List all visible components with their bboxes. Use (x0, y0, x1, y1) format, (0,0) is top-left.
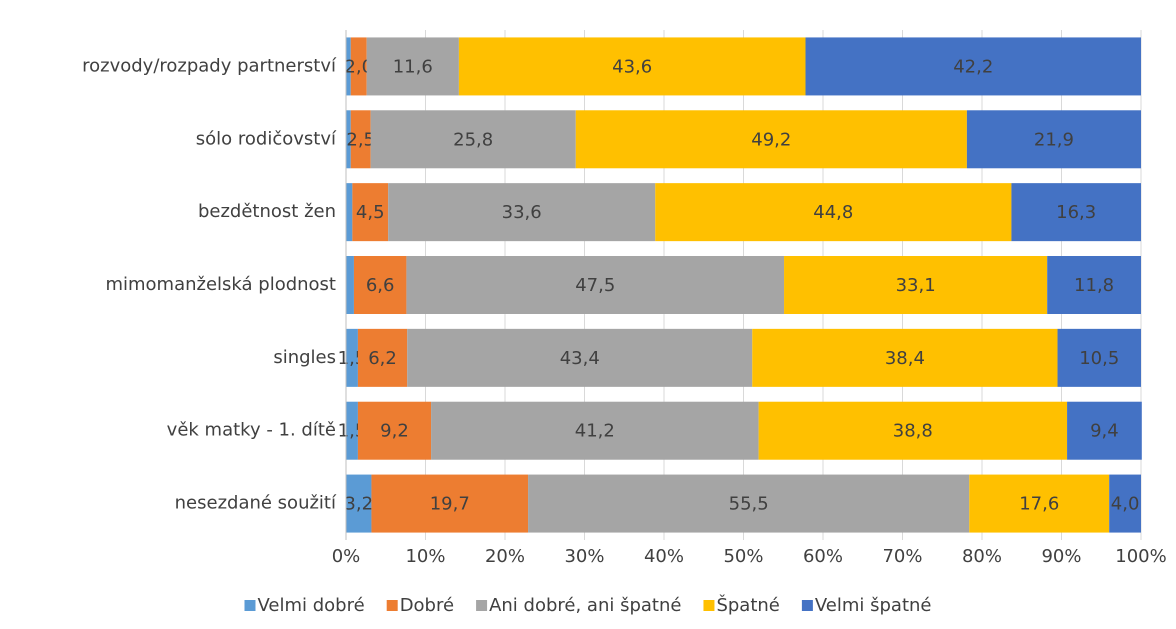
y-tick-label: nesezdané soužití (175, 493, 337, 514)
x-tick-label: 80% (962, 546, 1002, 567)
data-label: 43,4 (560, 348, 600, 369)
data-label: 16,3 (1056, 202, 1096, 223)
data-label: 38,4 (885, 348, 925, 369)
bar-segment (366, 37, 459, 96)
legend-label: Velmi špatné (815, 595, 932, 616)
legend-label: Ani dobré, ani špatné (489, 595, 681, 616)
y-tick-label: věk matky - 1. dítě (167, 420, 336, 441)
data-label: 49,2 (751, 129, 791, 150)
data-label: 9,4 (1090, 421, 1119, 442)
bar-segment (346, 183, 353, 242)
data-label: 6,2 (368, 348, 397, 369)
bar-segment (357, 328, 408, 387)
bar-segment (528, 474, 970, 533)
data-label: 3,2 (344, 494, 373, 515)
legend-marker (244, 600, 256, 611)
bar-segment (1011, 183, 1141, 242)
x-tick-label: 70% (882, 546, 922, 567)
y-tick-label: rozvody/rozpady partnerství (82, 55, 337, 76)
bar-segment (370, 110, 576, 169)
data-label: 41,2 (575, 421, 615, 442)
legend-marker (386, 600, 398, 611)
bar-segment (346, 401, 358, 460)
bar-segment (784, 256, 1048, 314)
data-label: 25,8 (453, 129, 493, 150)
bar-segment (346, 328, 358, 387)
bar-segment (655, 183, 1012, 242)
data-label: 6,6 (366, 275, 395, 296)
x-tick-label: 100% (1115, 546, 1166, 567)
bar-segment (752, 328, 1058, 387)
bar-segment (1057, 328, 1141, 387)
data-label: 21,9 (1034, 129, 1074, 150)
bar-segment (966, 110, 1141, 169)
legend-marker (703, 600, 715, 611)
bar-segment (388, 183, 656, 242)
data-label: 4,0 (1111, 494, 1140, 515)
data-label: 10,5 (1079, 348, 1119, 369)
legend-marker (801, 600, 813, 611)
y-tick-label: bezdětnost žen (198, 201, 336, 222)
x-tick-label: 40% (644, 546, 684, 567)
bar-segment (346, 474, 372, 533)
data-label: 2,0 (344, 56, 373, 77)
bar-segment (346, 110, 351, 169)
y-tick-label: mimomanželská plodnost (105, 274, 336, 295)
x-tick-label: 90% (1041, 546, 1081, 567)
legend-label: Špatné (716, 594, 779, 616)
x-tick-label: 50% (723, 546, 763, 567)
data-label: 38,8 (893, 421, 933, 442)
data-label: 9,2 (380, 421, 409, 442)
bar-segment (575, 110, 967, 169)
legend-label: Velmi dobré (257, 595, 364, 616)
data-label: 55,5 (729, 494, 769, 515)
bar-segment (406, 256, 785, 314)
data-label: 17,6 (1019, 494, 1059, 515)
bar-segment (350, 37, 367, 96)
data-label: 33,1 (896, 275, 936, 296)
data-label: 19,7 (430, 494, 470, 515)
bar-segment (371, 474, 529, 533)
y-tick-label: singles (273, 347, 336, 368)
x-tick-label: 10% (405, 546, 445, 567)
bar-segment (458, 37, 806, 96)
bar-segment (353, 256, 407, 314)
data-label: 44,8 (813, 202, 853, 223)
data-label: 47,5 (575, 275, 615, 296)
data-label: 42,2 (953, 56, 993, 77)
bar-segment (431, 401, 759, 460)
x-tick-label: 20% (485, 546, 525, 567)
bar-segment (1109, 474, 1141, 533)
x-tick-label: 30% (564, 546, 604, 567)
legend-marker (476, 600, 488, 611)
x-tick-label: 0% (332, 546, 361, 567)
bar-segment (805, 37, 1141, 96)
data-label: 33,6 (502, 202, 542, 223)
x-tick-label: 60% (803, 546, 843, 567)
bar-segment (357, 401, 432, 460)
data-label: 4,5 (356, 202, 385, 223)
bar-segment (969, 474, 1110, 533)
data-label: 2,5 (346, 129, 375, 150)
data-label: 11,8 (1074, 275, 1114, 296)
data-label: 11,6 (393, 56, 433, 77)
bar-segment (758, 401, 1068, 460)
y-tick-label: sólo rodičovství (196, 128, 337, 149)
bar-segment (350, 110, 371, 169)
bar-segment (352, 183, 389, 242)
bar-segment (346, 37, 351, 96)
data-label: 43,6 (612, 56, 652, 77)
bar-segment (1067, 401, 1142, 460)
bar-segment (346, 256, 354, 314)
bar-segment (407, 328, 753, 387)
bar-segment (1047, 256, 1141, 314)
legend-label: Dobré (400, 595, 454, 616)
